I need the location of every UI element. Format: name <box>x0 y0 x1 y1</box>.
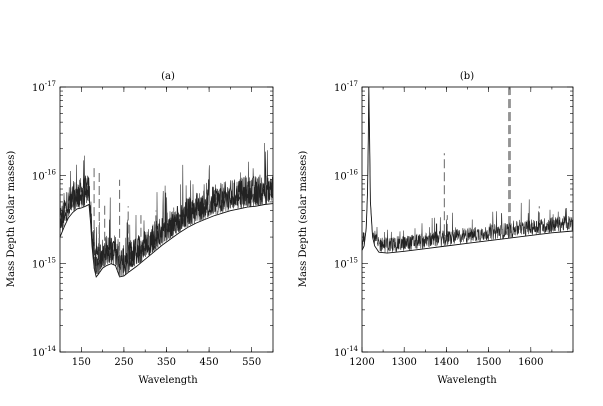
y-tick-base: 10 <box>32 348 45 359</box>
y-tick-label: 10-17 <box>334 80 358 94</box>
x-tick-label: 450 <box>200 357 219 368</box>
continuum-line <box>361 86 574 254</box>
x-tick-label: 150 <box>72 357 91 368</box>
y-tick-label: 10-15 <box>334 257 358 271</box>
y-tick-base: 10 <box>32 260 45 271</box>
y-tick-base: 10 <box>334 83 347 94</box>
panel-b-x-axis-label: Wavelength <box>437 375 497 386</box>
spectrum-lines <box>361 89 574 253</box>
y-tick-exponent: -17 <box>347 80 358 88</box>
y-tick-exponent: -15 <box>347 257 358 265</box>
continuum-line <box>59 203 274 278</box>
y-tick-label: 10-16 <box>334 168 359 182</box>
panel-a-label: (a) <box>161 71 175 82</box>
x-tick-label: 1500 <box>476 357 501 368</box>
y-tick-label: 10-15 <box>32 257 56 271</box>
panel-b-y-axis-label: Mass Depth (solar masses) <box>298 151 309 288</box>
y-tick-exponent: -15 <box>45 257 56 265</box>
x-tick-label: 550 <box>242 357 261 368</box>
panel-a-data <box>59 142 274 278</box>
y-tick-exponent: -17 <box>45 80 56 88</box>
panel-b-data <box>361 86 574 254</box>
x-tick-label: 1200 <box>349 357 374 368</box>
panel-a-x-axis-label: Wavelength <box>138 375 198 386</box>
y-tick-label: 10-14 <box>32 345 57 359</box>
y-tick-exponent: -14 <box>347 345 359 353</box>
x-tick-label: 250 <box>114 357 133 368</box>
panel-a-y-axis-label: Mass Depth (solar masses) <box>6 151 17 288</box>
x-tick-label: 350 <box>157 357 176 368</box>
y-tick-label: 10-14 <box>334 345 359 359</box>
y-tick-base: 10 <box>32 171 45 182</box>
y-tick-base: 10 <box>334 171 347 182</box>
x-tick-label: 1400 <box>434 357 459 368</box>
panel-b-label: (b) <box>460 71 474 82</box>
spectrum-lines-secondary <box>59 181 274 277</box>
y-tick-exponent: -16 <box>347 168 359 176</box>
y-tick-base: 10 <box>32 83 45 94</box>
y-tick-base: 10 <box>334 348 347 359</box>
x-tick-label: 1600 <box>518 357 543 368</box>
y-tick-exponent: -16 <box>45 168 57 176</box>
y-tick-label: 10-16 <box>32 168 57 182</box>
y-tick-base: 10 <box>334 260 347 271</box>
y-tick-exponent: -14 <box>45 345 57 353</box>
x-tick-label: 1300 <box>391 357 416 368</box>
y-tick-label: 10-17 <box>32 80 56 94</box>
spectrum-lines <box>59 142 274 277</box>
panel-b: (b) Wavelength Mass Depth (solar masses)… <box>298 71 574 386</box>
panel-a: (a) Wavelength Mass Depth (solar masses)… <box>6 71 274 386</box>
